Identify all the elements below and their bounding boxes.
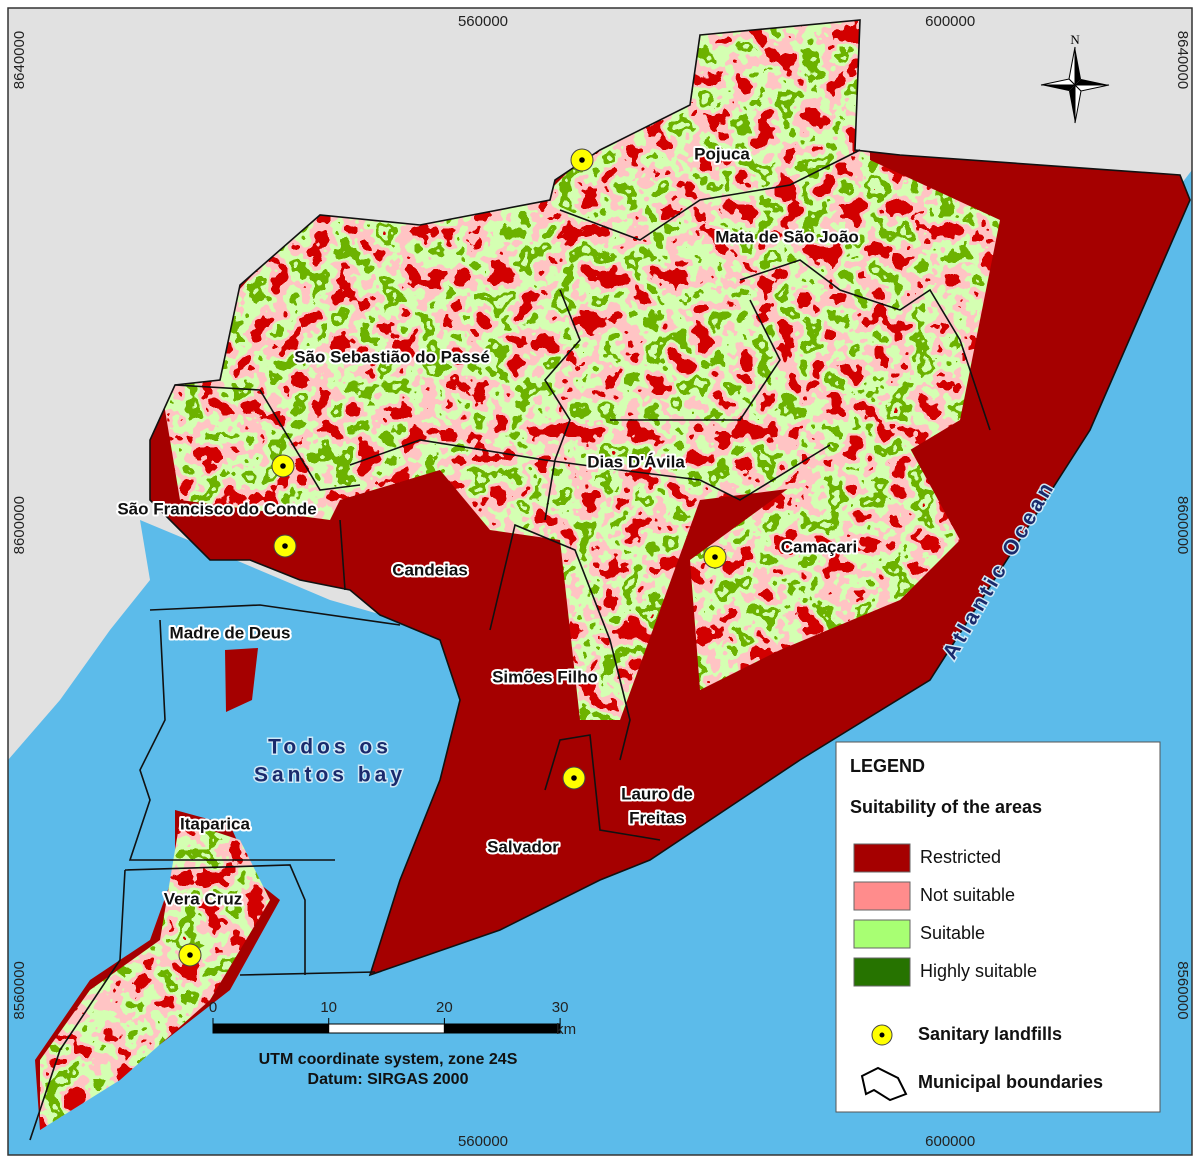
water-label: Todos os (268, 736, 392, 759)
map-frame (7, 7, 1193, 1156)
landfill-dot (187, 952, 193, 958)
boundary-symbol (860, 1066, 908, 1102)
municipality-label: Simões Filho (492, 667, 598, 686)
legend-subtitle: Suitability of the areas (850, 797, 1042, 817)
y-coordinate-label: 8600000 (11, 496, 28, 554)
legend: LEGEND Suitability of the areas Sanitary… (835, 741, 1161, 1113)
madre-de-deus-island (225, 648, 258, 712)
municipality-label: Pojuca (694, 144, 750, 163)
legend-label: Not suitable (920, 885, 1015, 905)
water-label: Santos bay (254, 764, 406, 787)
x-coordinate-label: 560000 (458, 13, 508, 30)
municipality-label: São Sebastião do Passé (294, 347, 490, 366)
landfill-dot (579, 157, 585, 163)
legend-swatch (853, 843, 911, 873)
legend-swatch (853, 919, 911, 949)
landfill-dot (280, 463, 286, 469)
legend-title: LEGEND (850, 756, 925, 776)
municipal-boundaries (29, 19, 1191, 1141)
scale-segment (443, 1023, 561, 1034)
boundary-legend-label: Municipal boundaries (918, 1072, 1103, 1092)
municipality-label: Freitas (629, 808, 685, 827)
municipality-label: Lauro de (621, 784, 693, 803)
scale-label: 20 (436, 999, 453, 1016)
scale-segment (328, 1023, 445, 1034)
scale-note: UTM coordinate system, zone 24S (259, 1051, 518, 1068)
north-label: N (1070, 32, 1080, 47)
scale-unit: km (556, 1021, 576, 1038)
legend-swatch (853, 881, 911, 911)
island-texture (40, 810, 280, 1130)
scale-note: Datum: SIRGAS 2000 (308, 1071, 469, 1088)
municipality-label: Camaçari (781, 537, 858, 556)
y-coordinate-label: 8600000 (1174, 496, 1191, 554)
x-coordinate-label: 600000 (925, 1133, 975, 1150)
municipality-label: Candeias (392, 560, 468, 579)
y-coordinate-label: 8560000 (11, 961, 28, 1019)
scale-segment (212, 1023, 330, 1034)
y-coordinate-label: 8640000 (11, 31, 28, 89)
municipality-label: Madre de Deus (170, 623, 291, 642)
legend-label: Highly suitable (920, 961, 1037, 981)
north-arrow: N (1040, 32, 1110, 124)
landfill-dot (571, 775, 577, 781)
landfill-markers (178, 148, 727, 967)
legend-swatch (853, 957, 911, 987)
scale-label: 30 (552, 999, 569, 1016)
landfill-dot (282, 543, 288, 549)
municipality-label: Dias D'Ávila (587, 452, 685, 471)
municipality-label: Itaparica (180, 814, 250, 833)
x-coordinate-label: 560000 (458, 1133, 508, 1150)
municipality-label: Mata de São João (715, 227, 859, 246)
municipality-label: São Francisco do Conde (117, 499, 316, 518)
y-coordinate-label: 8560000 (1174, 961, 1191, 1019)
municipality-label: Salvador (487, 837, 559, 856)
y-coordinate-label: 8640000 (1174, 31, 1191, 89)
landfill-dot (712, 554, 718, 560)
legend-label: Restricted (920, 847, 1001, 867)
landfill-legend-label: Sanitary landfills (918, 1024, 1062, 1044)
x-coordinate-label: 600000 (925, 13, 975, 30)
scale-bar: 0 10 20 30 km UTM coordinate system, zone 24S… (209, 999, 576, 1088)
scale-label: 0 (209, 999, 217, 1016)
municipality-label: Vera Cruz (164, 889, 242, 908)
legend-label: Suitable (920, 923, 985, 943)
scale-label: 10 (320, 999, 337, 1016)
landfill-symbol-dot (879, 1032, 885, 1038)
